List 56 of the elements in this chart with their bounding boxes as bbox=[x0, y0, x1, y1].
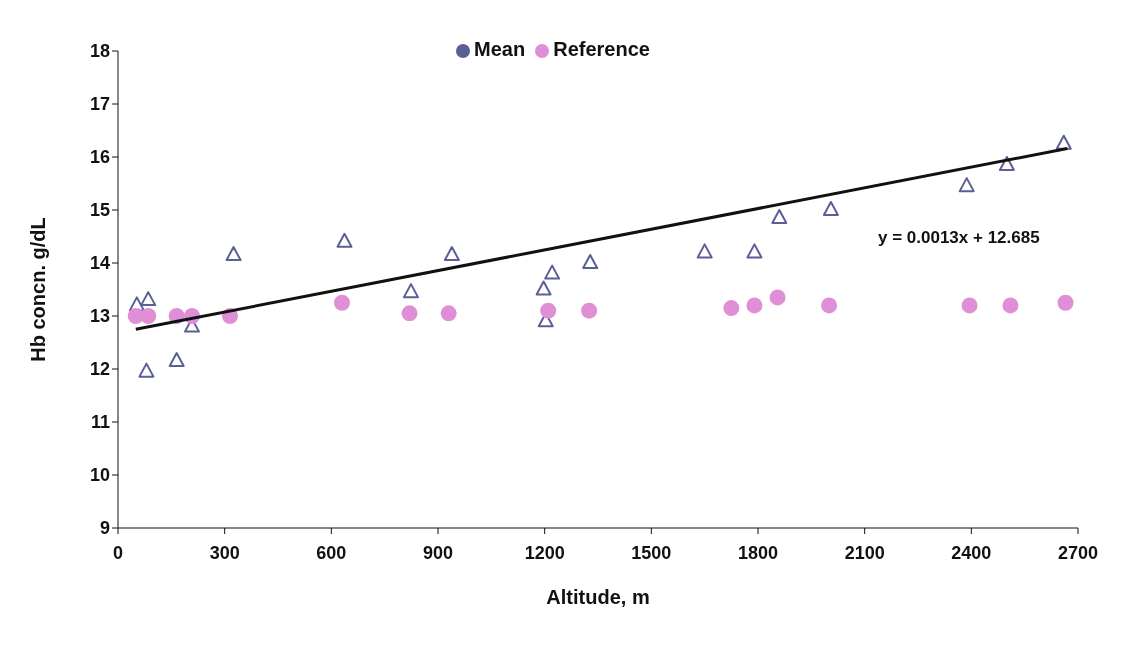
point bbox=[723, 300, 740, 317]
y-tick-label: 15 bbox=[89, 200, 110, 221]
y-tick-label: 12 bbox=[89, 359, 110, 380]
x-tick-label: 2700 bbox=[1057, 542, 1099, 563]
point bbox=[336, 232, 353, 248]
point bbox=[1057, 294, 1074, 311]
y-axis-title: Hb concn. g/dL bbox=[27, 217, 50, 362]
x-tick-label: 0 bbox=[112, 542, 124, 563]
point bbox=[998, 155, 1015, 171]
x-tick-label: 1800 bbox=[737, 542, 779, 563]
y-tick-label: 16 bbox=[89, 147, 110, 168]
point bbox=[535, 280, 552, 296]
point bbox=[1002, 297, 1019, 314]
point bbox=[769, 289, 786, 306]
annotation: y = 0.0013x + 12.685 bbox=[878, 228, 1040, 248]
point bbox=[746, 243, 763, 259]
y-tick-label: 17 bbox=[89, 94, 110, 115]
point bbox=[138, 362, 155, 378]
point bbox=[958, 177, 975, 193]
point bbox=[140, 308, 157, 324]
x-axis-title: Altitude, m bbox=[546, 586, 650, 608]
y-tick-label: 11 bbox=[90, 412, 110, 433]
point bbox=[401, 305, 418, 322]
point bbox=[334, 294, 350, 311]
point bbox=[961, 297, 978, 314]
point bbox=[402, 283, 419, 299]
point bbox=[128, 296, 145, 312]
point bbox=[696, 243, 713, 259]
point bbox=[582, 254, 599, 269]
x-tick-label: 2100 bbox=[844, 542, 885, 563]
point bbox=[443, 246, 460, 262]
point bbox=[168, 352, 185, 368]
y-tick-label: 10 bbox=[89, 465, 110, 486]
x-tick-label: 900 bbox=[422, 542, 454, 563]
point bbox=[1055, 134, 1072, 150]
point bbox=[822, 201, 839, 216]
legend-label: Reference bbox=[553, 38, 650, 60]
point bbox=[771, 208, 788, 224]
point bbox=[581, 302, 598, 319]
point bbox=[140, 291, 157, 307]
y-tick-label: 18 bbox=[89, 41, 110, 62]
point bbox=[746, 297, 763, 314]
point bbox=[821, 297, 838, 314]
x-tick-label: 300 bbox=[209, 542, 240, 563]
point bbox=[540, 302, 557, 319]
x-tick-label: 2400 bbox=[951, 542, 992, 563]
point bbox=[440, 305, 457, 322]
point bbox=[544, 264, 561, 280]
y-tick-label: 14 bbox=[89, 253, 110, 274]
y-tick-label: 9 bbox=[99, 518, 110, 539]
y-tick-label: 13 bbox=[89, 306, 110, 327]
x-tick-label: 1500 bbox=[631, 542, 672, 563]
point bbox=[225, 246, 242, 262]
x-tick-label: 1200 bbox=[524, 542, 565, 563]
legend-label: Mean bbox=[474, 38, 526, 60]
x-tick-label: 600 bbox=[316, 542, 347, 563]
